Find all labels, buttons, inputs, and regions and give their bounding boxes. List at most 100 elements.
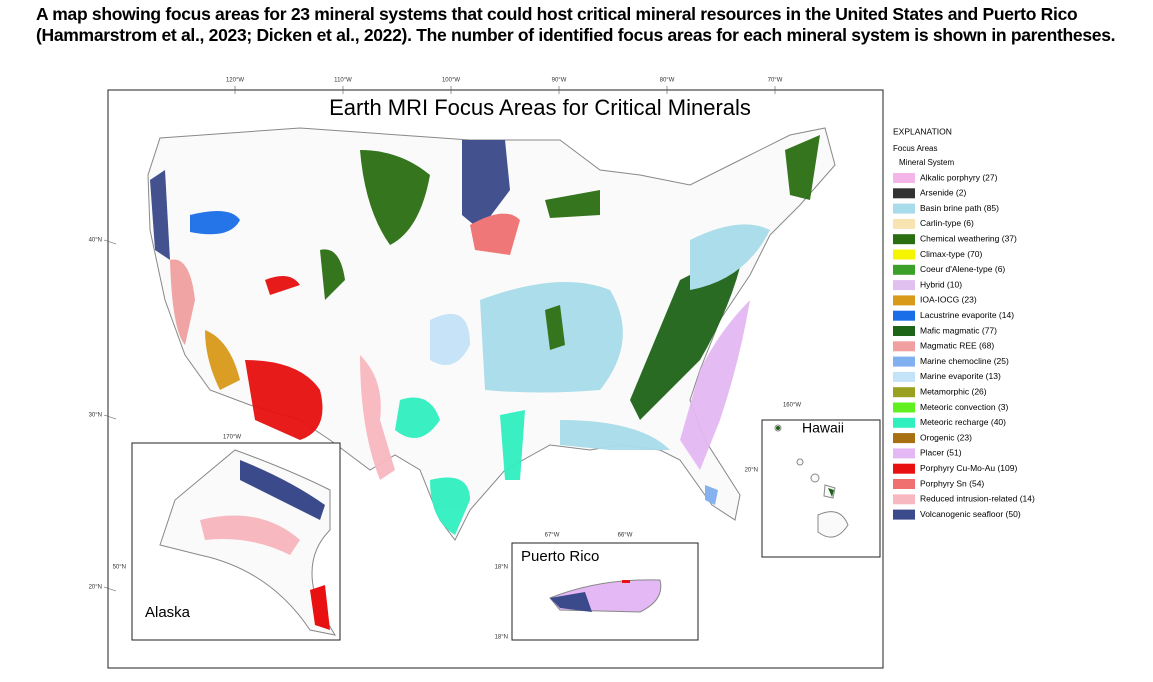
graticule-tick: [103, 586, 117, 592]
longitude-label: 170°W: [223, 435, 241, 441]
area: [190, 211, 240, 235]
area: [150, 170, 170, 260]
hawaii-inset: [761, 419, 881, 558]
area: [170, 259, 195, 345]
legend-label: Meteoric convection (3): [920, 402, 1009, 412]
area: [430, 313, 470, 365]
legend-swatch: [893, 433, 915, 444]
area: [200, 515, 300, 555]
legend-swatch: [893, 234, 915, 245]
legend-subheading: Focus Areas: [893, 144, 937, 153]
longitude-label: 160°W: [783, 403, 801, 409]
longitude-label: 120°W: [226, 78, 244, 84]
legend-swatch: [893, 218, 915, 229]
legend-label: Alkalic porphyry (27): [920, 172, 998, 182]
legend-swatch: [893, 188, 915, 199]
legend-swatch: [893, 402, 915, 413]
legend-swatch: [893, 494, 915, 505]
longitude-label: 110°W: [334, 78, 352, 84]
legend-swatch: [893, 479, 915, 489]
area: [776, 426, 780, 430]
caption: A map showing focus areas for 23 mineral…: [36, 4, 1116, 45]
area: [705, 485, 718, 505]
latitude-label: 18°N: [495, 565, 508, 571]
area: [470, 213, 520, 255]
hawaii-islands: [774, 424, 849, 538]
legend-swatch: [893, 509, 915, 520]
legend-swatch: [893, 341, 915, 352]
longitude-label: 67°W: [545, 533, 560, 539]
graticule-tick: [103, 239, 117, 245]
legend-swatch: [893, 448, 915, 459]
legend-label: Climax-type (70): [920, 249, 983, 259]
legend-label: Lacustrine evaporite (14): [920, 310, 1014, 320]
longitude-label: 80°W: [660, 78, 675, 84]
area: [320, 249, 345, 300]
inset-label: Alaska: [145, 604, 191, 621]
legend-label: Reduced intrusion-related (14): [920, 494, 1035, 504]
legend-label: Marine chemocline (25): [920, 356, 1009, 366]
area: [680, 300, 750, 470]
legend-swatch: [893, 387, 915, 398]
latitude-label: 40°N: [89, 238, 102, 244]
legend-swatch: [893, 173, 915, 183]
area: [828, 488, 834, 497]
area: [430, 477, 470, 535]
legend-swatch: [893, 310, 915, 321]
legend-label: Porphyry Cu-Mo-Au (109): [920, 463, 1017, 473]
graticule-tick: [103, 414, 117, 420]
area: [462, 140, 510, 230]
area: [622, 580, 630, 583]
longitude-label: 70°W: [768, 78, 783, 84]
area: [240, 460, 325, 520]
area: [690, 224, 770, 290]
area: [205, 330, 240, 390]
inset-label: Puerto Rico: [521, 548, 599, 565]
legend-label: Basin brine path (85): [920, 203, 999, 213]
area: [785, 135, 820, 200]
latitude-label: 20°N: [89, 585, 102, 591]
legend-label: Marine evaporite (13): [920, 371, 1001, 381]
legend-label: Metamorphic (26): [920, 386, 987, 396]
axis-labels: 120°W 110°W 100°W 90°W 80°W 70°W 40°N 30°N 20°N: [89, 78, 783, 592]
area: [360, 150, 430, 245]
legend-label: Volcanogenic seafloor (50): [920, 509, 1021, 519]
legend-swatch: [893, 249, 915, 260]
area: [395, 397, 440, 438]
legend-label: Placer (51): [920, 448, 962, 458]
area: [310, 585, 330, 630]
legend-swatch: [893, 356, 915, 367]
legend-label: Hybrid (10): [920, 279, 962, 289]
legend-swatch: [893, 463, 915, 474]
legend-label: Coeur d'Alene-type (6): [920, 264, 1005, 274]
longitude-label: 66°W: [618, 533, 633, 539]
legend-swatch: [893, 417, 915, 428]
legend-label: Porphyry Sn (54): [920, 478, 984, 488]
legend-label: Arsenide (2): [920, 188, 966, 198]
area: [545, 305, 565, 350]
legend-group: Mineral System: [899, 158, 954, 167]
legend-swatch: [893, 371, 915, 382]
legend-label: Magmatic REE (68): [920, 341, 994, 351]
area: [545, 190, 600, 218]
area: [630, 245, 745, 420]
inset-label: Hawaii: [802, 420, 844, 436]
legend-swatch: [893, 326, 915, 336]
latitude-label: 18°N: [495, 635, 508, 641]
legend-label: IOA-IOCG (23): [920, 295, 977, 305]
legend-heading: EXPLANATION: [893, 126, 952, 136]
longitude-label: 100°W: [442, 78, 460, 84]
area: [560, 420, 670, 450]
latitude-label: 50°N: [113, 565, 126, 571]
legend-label: Meteoric recharge (40): [920, 417, 1006, 427]
legend-swatch: [893, 280, 915, 291]
area: [550, 592, 592, 612]
legend-label: Carlin-type (6): [920, 218, 974, 228]
longitude-label: 90°W: [552, 78, 567, 84]
legend: Alkalic porphyry (27) Arsenide (2) Basin b…: [893, 172, 1035, 520]
legend-swatch: [893, 295, 915, 306]
legend-label: Orogenic (23): [920, 432, 972, 442]
legend-swatch: [893, 264, 915, 275]
